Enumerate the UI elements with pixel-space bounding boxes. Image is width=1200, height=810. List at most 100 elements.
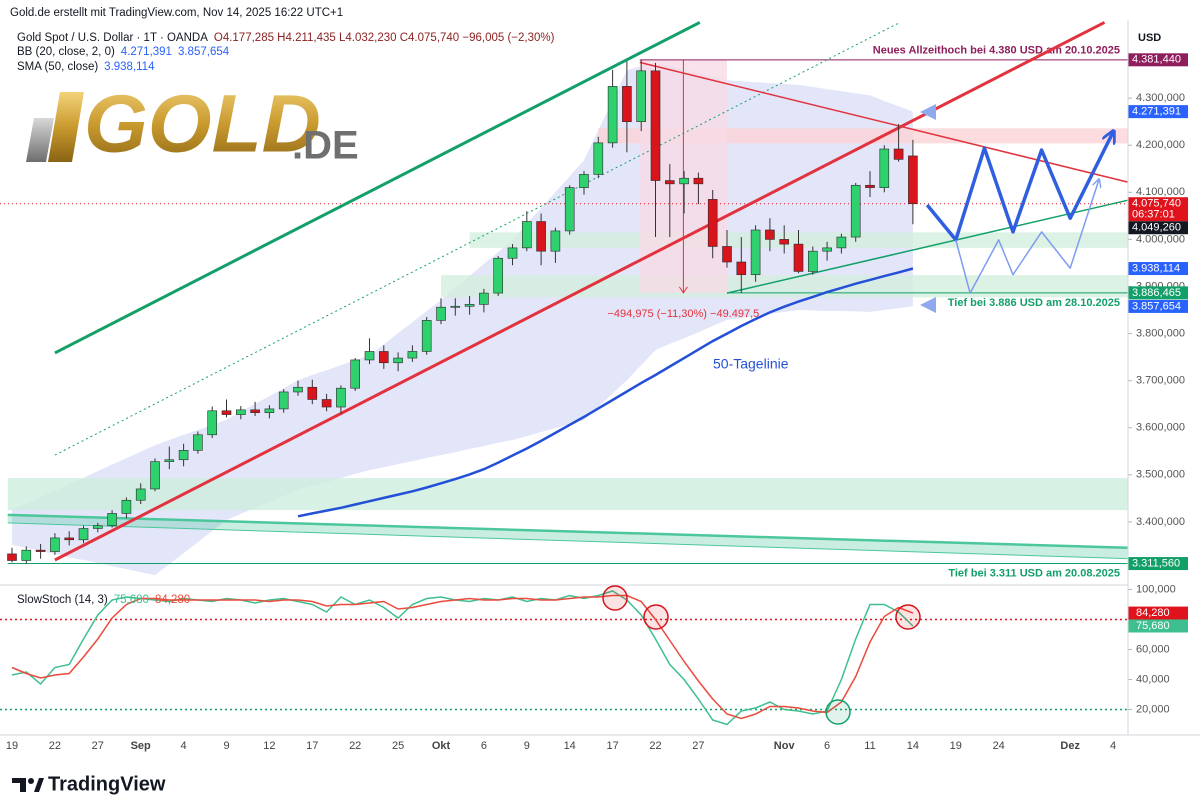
x-tick-label: 22 [649,740,661,752]
candle-body [564,187,575,232]
tradingview-logo: TradingView [12,773,166,795]
stoch-tick-label: 20,000 [1136,703,1170,715]
candle-body [350,359,361,389]
zone [7,478,1128,511]
candle-body [221,410,232,415]
stoch-k-line [11,590,914,726]
candle-body [21,549,32,561]
x-tick-label: 25 [392,740,404,752]
price-badge-label: 4.049,260 [1132,222,1181,234]
price-badge-label: 3.311,560 [1132,557,1180,569]
y-tick-label: 3.600,000 [1136,422,1185,434]
stoch-name: SlowStoch (14, 3) [17,594,108,606]
x-tick-label: Okt [432,740,451,752]
bb-name: BB (20, close, 2, 0) [17,46,115,58]
candle-body [736,261,747,276]
candle-body [507,247,518,259]
x-tick-label: 4 [181,740,187,752]
candle-body [579,174,589,188]
level-label: Tief bei 3.886 USD am 28.10.2025 [948,297,1120,309]
candle-body [35,549,46,552]
x-tick-label: 9 [524,740,530,752]
x-tick-label: 24 [993,740,1005,752]
price-badge-label: 3.938,114 [1132,262,1180,274]
price-badge [1128,221,1188,235]
candle-body [164,459,175,462]
candle-body [865,184,875,188]
channel [7,514,1128,559]
candle-body [593,142,604,175]
candle-body [707,199,718,247]
candle-body [93,525,103,529]
channel-line [7,522,1128,560]
symbol: Gold Spot / U.S. Dollar · 1T · OANDA [17,32,208,44]
measure-label: −494,975 (−11,30%) −49.497,5 [607,308,759,320]
sma-value: 3.938,114 [104,61,155,73]
stoch-tick-label: 60,000 [1136,643,1170,655]
candle-body [107,513,117,526]
x-tick-label: 19 [6,740,18,752]
stoch-k: 75,680 [114,594,149,606]
y-tick-label: 4.000,000 [1136,233,1185,245]
x-tick-label: Dez [1060,740,1080,752]
candle-body [650,70,661,181]
x-tick-label: 17 [606,740,618,752]
y-tick-label: 3.800,000 [1136,327,1185,339]
x-tick-label: 9 [223,740,229,752]
candle-body [893,148,904,160]
price-badge [1128,197,1188,222]
price-badge-label: 4.381,440 [1132,54,1181,66]
candle-body [364,351,375,361]
y-tick-label: 4.100,000 [1136,186,1185,198]
stoch-circles [602,585,921,725]
candle-body [693,177,704,185]
bb-lower: 3.857,654 [178,46,230,58]
price-badge-label: 4.075,740 [1132,198,1181,210]
stoch-d-line [11,594,914,720]
candle-body [336,387,346,408]
y-tick-label: 3.500,000 [1136,469,1185,481]
candle-body [293,386,303,393]
legend-stoch: SlowStoch (14, 3) 75,680 84,280 [17,594,190,606]
x-tick-label: 27 [92,740,104,752]
candle-body [250,409,260,413]
sma-name: SMA (50, close) [17,61,98,73]
y-tick-label: 4.200,000 [1136,139,1185,151]
stoch-badge [1128,619,1188,633]
stoch-badge-label: 84,280 [1136,607,1170,619]
logo-suffix: .DE [292,124,359,168]
candle-body [807,250,818,272]
gold-logo: GOLD .DE [26,79,359,170]
candle-body [421,320,432,352]
candle-body [7,553,17,561]
candle-body [536,221,546,252]
candle-body [679,177,689,185]
stoch-d: 84,280 [155,594,190,606]
x-tick-label: 27 [692,740,704,752]
pointer [920,297,936,313]
candle-body [622,86,632,122]
stoch-tick-label: 100,000 [1136,583,1176,595]
axes: 3.400,000 3.500,000 3.600,000 3.700,000 3.80… [6,53,1188,752]
candle-body [850,184,861,238]
price-badge [1128,53,1188,67]
candle-body [64,537,74,541]
x-tick-label: 14 [907,740,919,752]
legend-bb: BB (20, close, 2, 0) 4.271,391 3.857,654 [17,46,230,58]
price-badge [1128,105,1188,119]
candle-body [664,180,675,185]
candle-body [493,257,504,294]
zone [441,275,1128,298]
x-tick-label: 19 [950,740,962,752]
candle-body [521,221,532,249]
candle-body [178,450,189,461]
candle-body [636,70,647,122]
candle-body [407,351,418,359]
candle-body [150,461,160,490]
stoch-badge [1128,606,1188,620]
candle-body [378,351,389,364]
x-tick-label: 4 [1110,740,1116,752]
candle-body [50,537,60,552]
attribution: Gold.de erstellt mit TradingView.com, No… [10,7,343,19]
